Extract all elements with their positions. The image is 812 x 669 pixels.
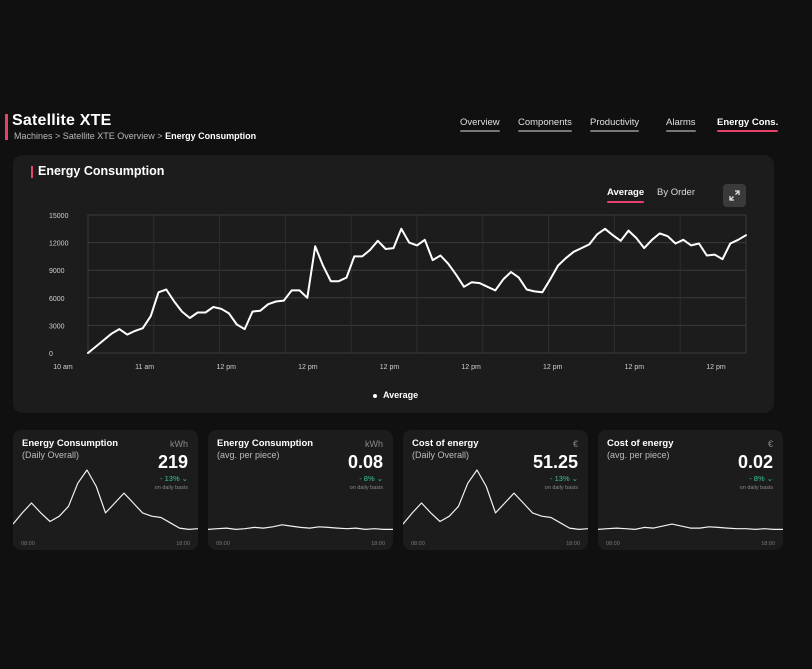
kpi-delta: - 8% ⌄ xyxy=(749,474,773,483)
card-title: Energy Consumption xyxy=(38,164,165,178)
tab-alarms[interactable]: Alarms xyxy=(666,117,696,132)
tab-energy-consumption[interactable]: Energy Cons. xyxy=(717,117,779,132)
title-accent-bar xyxy=(5,114,8,140)
energy-consumption-card: Energy Consumption Average By Order 1500… xyxy=(13,155,774,413)
toggle-average[interactable]: Average xyxy=(607,187,645,203)
breadcrumb-current: Energy Consumption xyxy=(165,131,257,141)
x-tick-label: 12 pm xyxy=(543,364,563,371)
x-tick-label: 11 am xyxy=(135,364,154,371)
y-tick-label: 15000 xyxy=(49,213,69,220)
y-tick-label: 6000 xyxy=(49,296,65,303)
kpi-time-start: 09:00 xyxy=(216,541,230,547)
x-tick-label: 10 am xyxy=(53,364,73,371)
kpi-delta: - 13% ⌄ xyxy=(550,474,578,483)
breadcrumb-path[interactable]: Machines > Satellite XTE Overview > xyxy=(14,131,166,141)
page-title: Satellite XTE xyxy=(12,112,112,129)
kpi-value: 0.08 xyxy=(347,452,383,472)
x-tick-label: 12 pm xyxy=(706,364,726,371)
kpi-time-start: 08:00 xyxy=(606,541,620,547)
breadcrumb: Machines > Satellite XTE Overview > Ener… xyxy=(14,131,256,141)
kpi-title: Energy Consumption xyxy=(217,438,314,449)
x-tick-label: 12 pm xyxy=(217,364,237,371)
expand-button[interactable] xyxy=(723,184,746,207)
energy-line-chart: 15000 12000 9000 6000 3000 010 am 11 am 12 pm 12… xyxy=(49,213,747,371)
kpi-unit: € xyxy=(767,439,773,449)
kpi-time-end: 18:00 xyxy=(761,541,775,547)
kpi-card-cost-per-piece[interactable]: Cost of energy (avg. per piece) € 0.02 -… xyxy=(598,430,783,550)
chevron-down-icon: ⌄ xyxy=(766,474,773,483)
tab-productivity[interactable]: Productivity xyxy=(590,117,640,132)
expand-icon xyxy=(729,190,740,201)
chevron-down-icon: ⌄ xyxy=(571,474,578,483)
kpi-time-end: 18:00 xyxy=(371,541,385,547)
kpi-unit: € xyxy=(572,439,578,449)
tab-overview[interactable]: Overview xyxy=(460,117,500,132)
tab-components[interactable]: Components xyxy=(518,117,572,132)
card-accent-bar xyxy=(31,166,33,178)
legend-dot-icon xyxy=(373,393,377,398)
kpi-basis: on daily basis xyxy=(154,485,188,491)
kpi-subtitle: (Daily Overall) xyxy=(412,450,470,460)
x-tick-label: 12 pm xyxy=(380,364,400,371)
y-tick-label: 9000 xyxy=(49,268,65,275)
kpi-sparkline xyxy=(13,469,198,531)
legend-label: Average xyxy=(383,390,419,400)
kpi-title: Energy Consumption xyxy=(22,438,119,449)
kpi-time-start: 08:00 xyxy=(411,541,425,547)
sparkline-path xyxy=(208,524,393,531)
kpi-title: Cost of energy xyxy=(607,438,674,449)
kpi-time-end: 18:00 xyxy=(176,541,190,547)
chevron-down-icon: ⌄ xyxy=(181,474,188,483)
kpi-title: Cost of energy xyxy=(412,438,479,449)
sparkline-path xyxy=(598,523,783,531)
page-header: Satellite XTE Machines > Satellite XTE O… xyxy=(0,112,812,148)
kpi-subtitle: (Daily Overall) xyxy=(22,450,80,460)
y-tick-label: 0 xyxy=(49,351,53,358)
sparkline-path xyxy=(403,469,588,531)
x-tick-label: 12 pm xyxy=(298,364,318,371)
kpi-value: 219 xyxy=(157,452,188,472)
kpi-unit: kWh xyxy=(170,439,188,449)
kpi-basis: on daily basis xyxy=(544,485,578,491)
chart-legend: Average xyxy=(373,390,418,400)
kpi-sparkline xyxy=(598,523,783,531)
series-line-average xyxy=(87,227,747,354)
kpi-sparkline xyxy=(208,524,393,531)
kpi-value: 0.02 xyxy=(737,452,773,472)
kpi-time-end: 18:00 xyxy=(566,541,580,547)
y-tick-label: 12000 xyxy=(49,241,69,248)
kpi-card-energy-daily[interactable]: Energy Consumption (Daily Overall) kWh 2… xyxy=(13,430,198,550)
kpi-time-start: 08:00 xyxy=(21,541,35,547)
kpi-sparkline xyxy=(403,469,588,531)
x-tick-label: 12 pm xyxy=(625,364,645,371)
y-tick-label: 3000 xyxy=(49,323,65,330)
kpi-card-energy-per-piece[interactable]: Energy Consumption (avg. per piece) kWh … xyxy=(208,430,393,550)
kpi-unit: kWh xyxy=(365,439,383,449)
toggle-by-order[interactable]: By Order xyxy=(657,187,696,198)
kpi-delta: - 13% ⌄ xyxy=(160,474,188,483)
kpi-delta: - 8% ⌄ xyxy=(359,474,383,483)
kpi-basis: on daily basis xyxy=(739,485,773,491)
kpi-card-cost-daily[interactable]: Cost of energy (Daily Overall) € 51.25 -… xyxy=(403,430,588,550)
kpi-subtitle: (avg. per piece) xyxy=(607,450,670,460)
kpi-basis: on daily basis xyxy=(349,485,383,491)
chevron-down-icon: ⌄ xyxy=(376,474,383,483)
sparkline-path xyxy=(13,469,198,531)
x-tick-label: 12 pm xyxy=(461,364,481,371)
kpi-value: 51.25 xyxy=(532,452,578,472)
kpi-subtitle: (avg. per piece) xyxy=(217,450,280,460)
